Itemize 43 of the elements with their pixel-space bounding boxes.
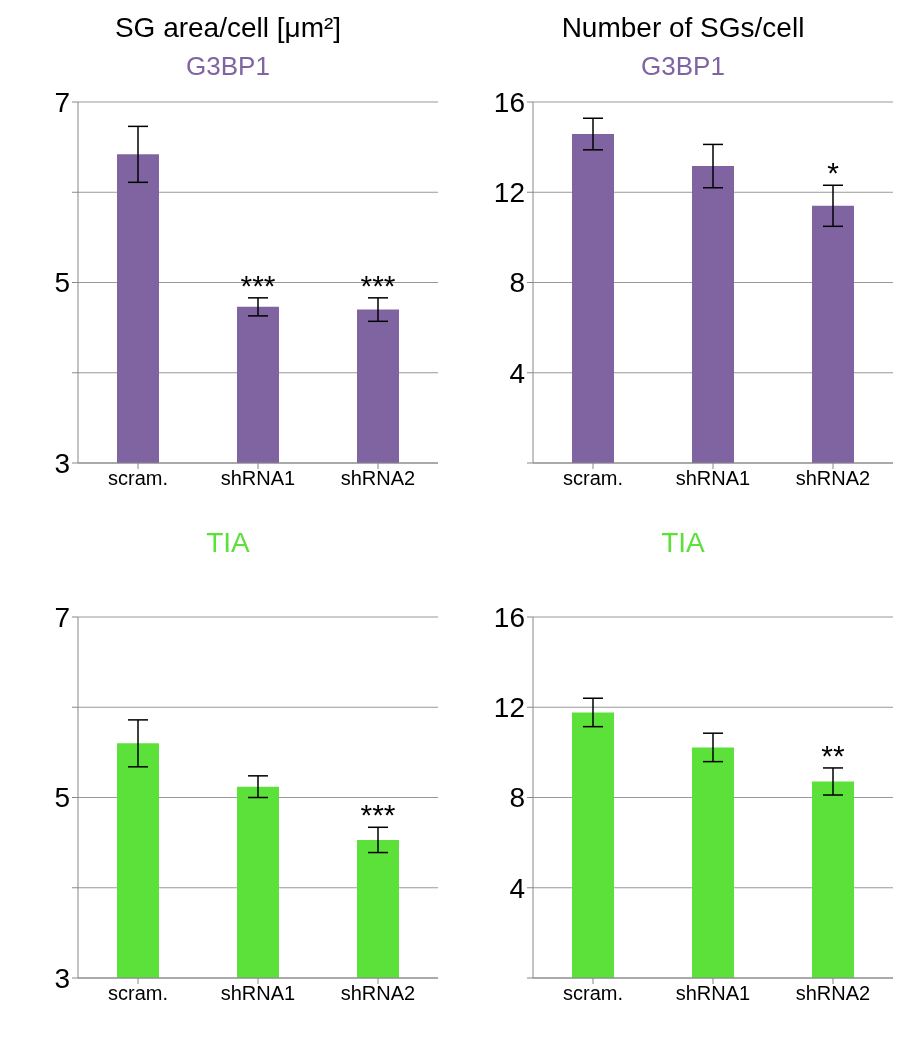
chart-subtitle: G3BP1 [185,50,271,83]
annotation: *** [360,268,396,302]
annotation: *** [240,268,276,302]
x-tick-label: shRNA1 [675,982,751,1005]
y-tick-label: 3 [54,962,70,994]
x-tick-label: shRNA2 [795,467,871,490]
annotation: * [827,156,840,190]
y-tick-label: 3 [54,447,70,479]
y-tick-label: 5 [54,267,70,299]
x-tick-label: scram. [563,982,623,1005]
y-tick-label: 4 [509,872,525,904]
x-tick-label: shRNA1 [220,982,296,1005]
chart-title: Number of SGs/cell [560,11,806,45]
chart-title: SG area/cell [μm²] [113,11,343,45]
y-tick-label: 7 [54,86,70,118]
x-tick-label: shRNA1 [220,467,296,490]
y-tick-label: 4 [509,357,525,389]
chart-subtitle: G3BP1 [640,50,726,83]
chart-title: TIA [205,526,251,560]
x-tick-label: shRNA2 [795,982,871,1005]
y-tick-label: 16 [493,86,525,118]
y-tick-label: 12 [493,692,525,724]
bar [812,205,854,463]
y-tick-label: 12 [493,177,525,209]
y-tick-label: 16 [493,601,525,633]
chart-title: TIA [660,526,706,560]
y-tick-label: 7 [54,601,70,633]
bar [572,712,614,978]
y-tick-label: 8 [509,267,525,299]
x-tick-label: shRNA2 [340,982,416,1005]
bar [692,166,734,463]
x-tick-label: scram. [563,467,623,490]
annotation: *** [360,798,396,832]
y-tick-label: 5 [54,782,70,814]
bar [692,747,734,978]
x-tick-label: scram. [108,467,168,490]
bar [812,781,854,978]
x-tick-label: shRNA2 [340,467,416,490]
annotation: ** [821,738,845,772]
x-tick-label: scram. [108,982,168,1005]
bar [572,134,614,463]
x-tick-label: shRNA1 [675,467,751,490]
y-tick-label: 8 [509,782,525,814]
